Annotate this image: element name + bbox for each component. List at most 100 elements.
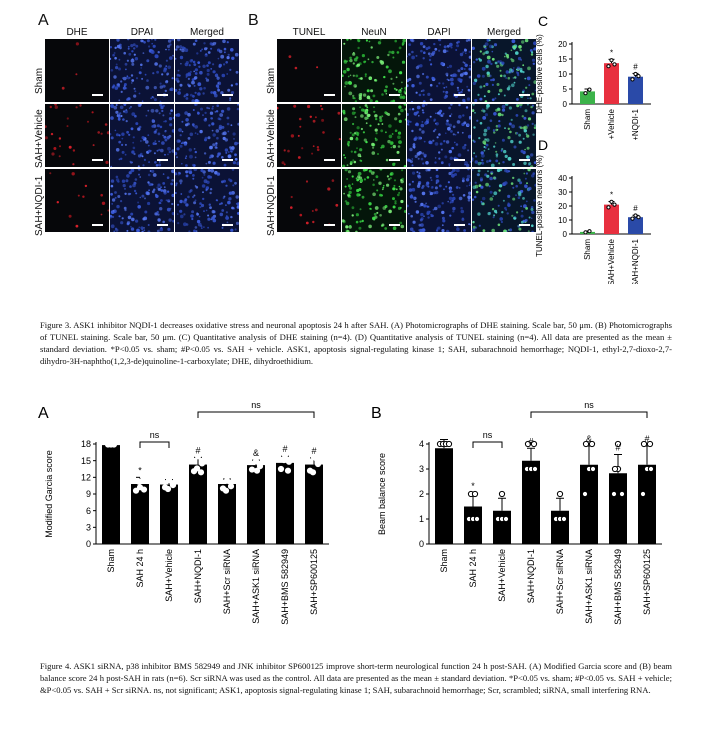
data-point — [583, 91, 588, 96]
micrograph-texture — [275, 104, 341, 167]
significance-marker: * — [610, 191, 613, 200]
micrograph-merged-a-row3 — [174, 167, 241, 233]
significance-marker: # — [311, 446, 316, 456]
significance-marker: # — [282, 444, 287, 454]
micrograph-merged-b-row3 — [471, 167, 538, 234]
micrograph-dpai-row1 — [109, 37, 175, 103]
ns-bracket — [472, 441, 503, 448]
y-tick-label: 0 — [419, 539, 424, 549]
data-point — [618, 490, 626, 498]
data-point — [556, 490, 564, 498]
data-point — [639, 490, 647, 498]
data-point — [223, 477, 231, 484]
fig4-chart-b: B 0 1 2 3 4 Beam balance score Sham * SAH 24 h SAH… — [371, 400, 662, 625]
micrograph-neun-row2 — [342, 102, 407, 168]
significance-marker: # — [195, 445, 200, 455]
data-point — [194, 453, 202, 460]
y-tick-label: 3 — [86, 523, 91, 533]
scale-bar — [222, 94, 233, 96]
micrograph-tunel-row2 — [275, 104, 341, 167]
data-point — [630, 216, 635, 221]
data-point — [198, 460, 206, 467]
micrograph-neun-row1 — [341, 38, 408, 104]
micrograph-texture — [470, 102, 537, 169]
fig4-chart-a: A 0 3 6 9 12 15 18 Modified Garcia score Sham * SAH… — [38, 400, 329, 625]
fig3-caption: Figure 3. ASK1 inhibitor NQDI-1 decrease… — [40, 320, 672, 366]
micrograph-dapi-row1 — [405, 37, 472, 103]
data-point — [589, 465, 597, 473]
bar-sah-nqdi-1 — [628, 76, 643, 104]
fig3-chart-d: D 0 10 20 30 40 TUNEL-positive neurons (%) Sham… — [535, 137, 651, 284]
data-point — [606, 64, 611, 69]
micrograph-merged-a-row2 — [173, 102, 241, 167]
data-point — [313, 456, 321, 463]
fig3-col-label-dhe: DHE — [66, 27, 88, 38]
micrograph-texture — [341, 38, 408, 104]
scale-bar — [454, 94, 465, 96]
scale-bar — [92, 94, 103, 96]
scale-bar — [519, 159, 530, 161]
data-point — [636, 74, 641, 79]
bar-sah-vehicle — [604, 204, 619, 234]
ns-bracket — [530, 411, 648, 418]
scale-bar — [389, 94, 400, 96]
bar-sah-vehicle — [604, 63, 619, 104]
data-point — [473, 515, 481, 523]
bar-sah-vehicle — [160, 484, 178, 544]
y-tick-label: 1 — [419, 514, 424, 524]
x-tick-label: SAH+Vehicle — [607, 238, 616, 284]
x-tick-label: SAH+Scr siRNA — [555, 549, 565, 614]
x-tick-label: SAH+Vehicle — [497, 549, 507, 602]
scale-bar — [324, 224, 335, 226]
bar-sah-bms-582949 — [276, 462, 294, 544]
data-point — [139, 473, 147, 480]
data-point — [471, 490, 479, 498]
micrograph-dpai-row2 — [109, 103, 176, 168]
fig3-row-label-nqdi: SAH+NQDI-1 — [34, 175, 45, 236]
data-point — [110, 441, 118, 448]
bar-sah-nqdi-1 — [522, 460, 540, 544]
data-point — [560, 515, 568, 523]
x-tick-label: SAH 24 h — [135, 549, 145, 588]
data-point — [524, 440, 532, 448]
micrograph-dapi-row3 — [406, 168, 473, 234]
scale-bar — [157, 159, 168, 161]
ns-label: ns — [150, 430, 160, 440]
x-tick-label: SAH+NQDI-1 — [193, 549, 203, 603]
data-point — [164, 485, 172, 493]
panel-letter: C — [538, 13, 548, 29]
data-point — [285, 458, 293, 465]
micrograph-texture — [44, 102, 110, 167]
scale-bar — [92, 224, 103, 226]
y-tick-label: 2 — [419, 489, 424, 499]
data-point — [583, 230, 588, 235]
data-point — [253, 467, 261, 474]
y-tick-label: 18 — [81, 439, 91, 449]
micrograph-dhe-row1 — [45, 39, 109, 102]
significance-marker: # — [644, 434, 649, 444]
micrograph-texture — [109, 103, 176, 168]
x-tick-label: SAH+NQDI-1 — [526, 549, 536, 603]
data-point — [277, 465, 285, 473]
data-point — [612, 62, 617, 67]
scale-bar — [157, 224, 168, 226]
bar-sham — [102, 445, 120, 544]
fig3-col-label-merged: Merged — [190, 27, 224, 38]
y-axis-label: Modified Garcia score — [44, 450, 54, 538]
data-point — [197, 469, 205, 476]
data-point — [646, 440, 654, 448]
data-point — [284, 467, 292, 474]
bar-sah-ask1-sirna — [247, 465, 265, 544]
y-tick-label: 4 — [419, 439, 424, 449]
y-tick-label: 30 — [558, 188, 567, 197]
data-point — [280, 457, 288, 464]
data-point — [614, 440, 622, 448]
bar-sham — [580, 91, 595, 104]
bar-sah-24-h — [131, 484, 149, 544]
scale-bar — [222, 224, 233, 226]
ns-bracket — [139, 441, 170, 448]
fig3-col-label-dapi: DAPI — [427, 27, 451, 38]
fig3-chart-c: C 0 5 10 15 20 DHE-positive cells (%) Sham * SAH+… — [535, 13, 651, 140]
data-point — [309, 469, 317, 476]
x-tick-label: SAH+SP600125 — [642, 549, 652, 615]
